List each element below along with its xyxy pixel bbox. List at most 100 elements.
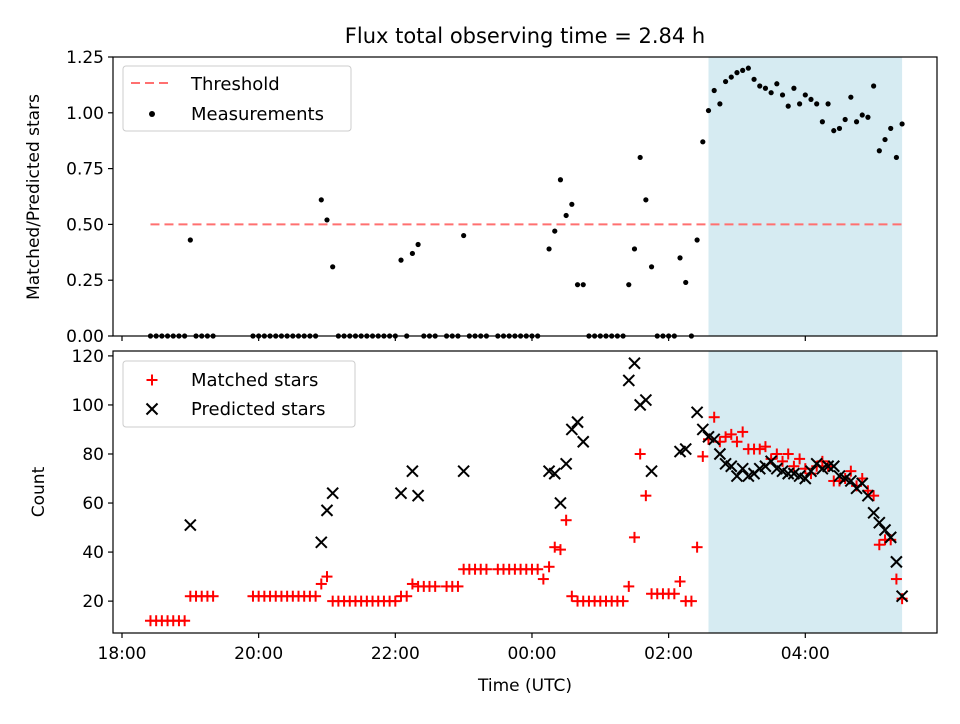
predicted-point-b (639, 393, 653, 407)
predicted-point-b (577, 435, 590, 448)
predicted-point (565, 423, 579, 436)
predicted-point-b (770, 462, 784, 475)
matched-star-points (144, 411, 908, 627)
predicted-point-b (890, 555, 903, 569)
matched-point (566, 590, 578, 602)
matched-point (782, 448, 794, 460)
predicted-point (320, 504, 334, 517)
predicted-point-b (645, 464, 658, 478)
predicted-point (394, 487, 408, 500)
top-y-tick-label: 0.25 (66, 271, 104, 291)
measurement-point (774, 81, 780, 87)
matched-point (554, 544, 566, 556)
predicted-point (730, 469, 744, 483)
matched-point (628, 531, 640, 543)
matched-point (401, 590, 413, 602)
predicted-point-b (793, 469, 806, 483)
bottom-shaded-span (708, 351, 903, 633)
measurement-point (677, 255, 683, 261)
predicted-point-b (679, 442, 692, 456)
predicted-point-b (184, 518, 197, 532)
matched-point (406, 578, 418, 590)
measurement-point (882, 136, 888, 143)
predicted-point (804, 464, 818, 478)
measurement-point (705, 107, 712, 114)
predicted-point-b (878, 523, 892, 537)
x-tick-label: 22:00 (371, 644, 420, 664)
top-y-ticks: 0.00 0.25 0.50 0.75 1.00 1.25 (66, 48, 113, 347)
matched-point (543, 561, 555, 573)
measurement-point (791, 85, 797, 91)
predicted-point (628, 357, 641, 370)
matched-point (429, 580, 441, 592)
measurement-point (876, 148, 882, 154)
predicted-point-b (895, 590, 909, 603)
measurement-point (569, 201, 575, 207)
x-axis-label: Time (UTC) (477, 676, 572, 696)
x-tick-label: 20:00 (234, 644, 283, 664)
measurement-point (848, 94, 854, 100)
matched-point (310, 590, 322, 602)
matched-point (737, 426, 749, 438)
predicted-point-b (559, 457, 573, 471)
predicted-point (622, 374, 635, 387)
predicted-point-b (861, 489, 875, 502)
predicted-point-b (702, 430, 715, 444)
bottom-y-axis-label: Count (29, 466, 49, 517)
measurement-point (899, 121, 905, 127)
measurement-point (893, 154, 900, 161)
predicted-point-b (884, 531, 897, 544)
measurement-point (398, 257, 404, 263)
measurement-point (318, 197, 324, 203)
matched-point (321, 571, 333, 583)
predicted-point (690, 406, 704, 419)
predicted-point-b (730, 469, 744, 483)
predicted-point-b (571, 415, 584, 429)
predicted-point (707, 433, 721, 446)
bottom-y-tick-label: 100 (72, 396, 104, 416)
predicted-point-b (719, 457, 732, 471)
measurement-point (324, 217, 330, 223)
matched-point (725, 428, 737, 440)
top-x-ticks (121, 336, 806, 341)
matched-point (873, 539, 885, 551)
predicted-point-b (736, 462, 749, 475)
measurement-point (808, 96, 814, 103)
bottom-y-tick-label: 80 (82, 445, 104, 465)
measurement-point (819, 119, 825, 125)
predicted-point-b (827, 460, 840, 473)
matched-point (845, 465, 857, 477)
predicted-point-b (548, 467, 561, 480)
predicted-point (890, 555, 903, 569)
matched-point (560, 514, 572, 526)
matched-point (708, 411, 720, 423)
measurement-point (831, 128, 837, 134)
matched-point (890, 573, 902, 585)
measurement-point (842, 116, 848, 123)
predicted-point (639, 393, 653, 407)
measurement-point (768, 90, 774, 96)
matched-point (668, 588, 680, 600)
predicted-point-b (713, 447, 727, 461)
measurement-point (740, 67, 746, 73)
measurement-point (751, 76, 757, 82)
measurement-point (415, 241, 421, 248)
measurement-point (797, 101, 803, 107)
measurement-point (865, 114, 871, 120)
matched-point (452, 580, 464, 592)
measurement-point (859, 112, 865, 118)
predicted-point-b (867, 506, 880, 520)
bottom-x-ticks: 18:00 20:00 22:00 00:00 02:00 04:00 (98, 633, 830, 664)
legend-predicted-label: Predicted stars (191, 399, 325, 420)
matched-point (759, 441, 771, 453)
predicted-point-b (315, 536, 328, 549)
measurement-point (626, 282, 632, 288)
predicted-point (406, 464, 419, 478)
predicted-point (645, 464, 658, 478)
predicted-point-b (804, 464, 818, 478)
predicted-point-b (707, 433, 721, 446)
matched-point (532, 563, 544, 575)
predicted-point (315, 536, 328, 549)
bottom-axes-frame (112, 350, 938, 634)
